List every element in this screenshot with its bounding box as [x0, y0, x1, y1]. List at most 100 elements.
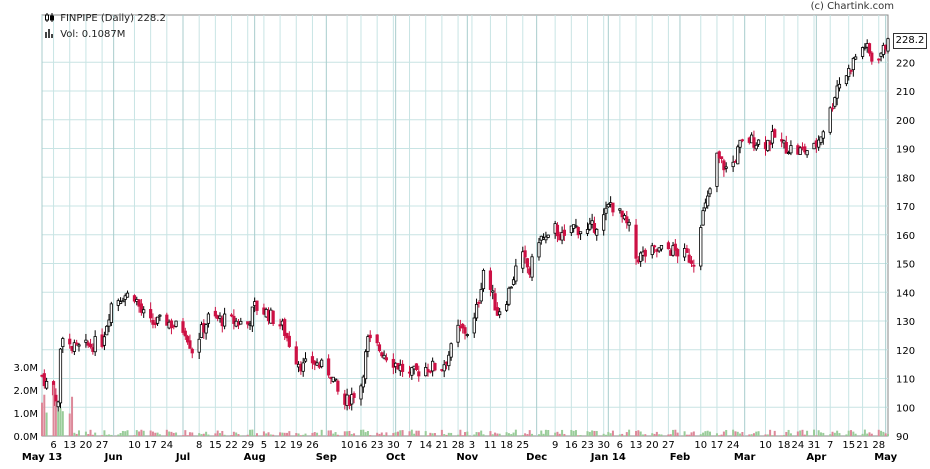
- candle-body: [784, 142, 788, 154]
- x-day-label: 27: [96, 440, 109, 451]
- x-day-label: 28: [452, 440, 465, 451]
- candle-body: [569, 225, 573, 234]
- volume-bar: [496, 433, 499, 436]
- x-day-label: 28: [872, 440, 885, 451]
- volume-bar: [854, 433, 857, 436]
- x-day-label: 3: [469, 440, 475, 451]
- candle-body: [327, 358, 331, 376]
- volume-bar: [542, 433, 545, 436]
- volume-bar: [149, 430, 152, 436]
- volume-bar: [440, 429, 443, 436]
- volume-bar: [752, 433, 755, 436]
- volume-bar: [750, 434, 753, 436]
- candle-body: [738, 139, 742, 148]
- x-day-label: 10: [128, 440, 141, 451]
- volume-bar: [249, 429, 252, 436]
- volume-bar: [272, 434, 275, 436]
- volume-bar: [769, 429, 772, 436]
- candle-body: [756, 139, 761, 145]
- volume-bar: [408, 431, 411, 436]
- x-day-label: 25: [516, 440, 529, 451]
- volume-tick-label: 1.0M: [13, 409, 38, 420]
- candle-body: [798, 147, 802, 156]
- volume-bar: [417, 430, 420, 436]
- volume-bar: [84, 431, 87, 436]
- legend-price-value: 228.2: [137, 13, 166, 24]
- volume-bar: [431, 433, 434, 436]
- candle-body: [61, 338, 65, 348]
- candle-body: [805, 150, 809, 156]
- volume-bar: [819, 432, 822, 436]
- volume-bar: [320, 429, 323, 436]
- candle-body: [491, 290, 495, 293]
- volume-bar: [494, 432, 497, 436]
- y-tick-label: 130: [896, 317, 915, 328]
- candle-body: [449, 343, 453, 358]
- volume-bar: [618, 434, 621, 436]
- volume-bar: [457, 434, 460, 436]
- volume-bar: [91, 434, 94, 436]
- volume-bar: [639, 431, 642, 436]
- volume-bar: [343, 431, 346, 436]
- volume-bar: [73, 432, 76, 436]
- volume-bar: [718, 435, 721, 436]
- candle-body: [782, 140, 786, 144]
- candle-body: [592, 223, 597, 233]
- volume-bar: [764, 434, 767, 436]
- candle-body: [854, 56, 858, 60]
- candle-body: [149, 309, 153, 319]
- volume-bar: [110, 434, 113, 436]
- candle-body: [109, 303, 113, 323]
- candle-body: [544, 236, 548, 241]
- candle-body: [514, 265, 518, 282]
- volume-bar: [789, 433, 792, 436]
- candle-body: [493, 293, 497, 311]
- volume-bar: [561, 429, 564, 436]
- volume-bar: [87, 434, 90, 436]
- candle-body: [578, 231, 583, 235]
- candle-body: [285, 333, 289, 339]
- candle-body: [123, 295, 127, 300]
- candle-body: [377, 344, 382, 352]
- candle-body: [479, 288, 483, 302]
- candle-body: [105, 325, 109, 336]
- volume-bar: [699, 434, 702, 436]
- volume-bar: [623, 435, 626, 436]
- volume-bar: [473, 434, 476, 436]
- volume-bar: [799, 430, 802, 436]
- volume-bar: [429, 432, 432, 436]
- candle-body: [456, 324, 460, 343]
- volume-bar: [544, 429, 547, 436]
- volume-bar: [702, 432, 705, 436]
- volume-bar: [464, 432, 466, 436]
- candle-body: [530, 256, 534, 278]
- volume-bar: [239, 435, 242, 436]
- volume-bar: [669, 434, 672, 436]
- x-day-label: 20: [80, 440, 93, 451]
- volume-bar: [547, 430, 550, 436]
- candle-body: [77, 344, 81, 347]
- volume-bar: [410, 429, 413, 436]
- candle-body: [562, 229, 566, 236]
- volume-bar: [207, 434, 210, 436]
- x-month-label: Mar: [734, 452, 756, 463]
- volume-bar: [295, 433, 298, 436]
- candle-body: [685, 248, 689, 253]
- y-tick-label: 150: [896, 260, 915, 271]
- volume-bar: [311, 432, 314, 436]
- volume-bar: [884, 433, 887, 436]
- x-day-label: 27: [662, 440, 675, 451]
- volume-bar: [641, 434, 644, 436]
- volume-bar: [579, 435, 582, 436]
- candle-body: [42, 373, 46, 387]
- candle-body: [250, 306, 254, 327]
- candle-body: [428, 370, 432, 373]
- candle-body: [881, 45, 885, 55]
- volume-bar: [415, 430, 418, 436]
- volume-bar: [688, 434, 691, 436]
- volume-bar: [43, 394, 46, 436]
- volume-bar: [283, 432, 286, 436]
- candle-body: [588, 223, 592, 230]
- volume-bar: [628, 429, 631, 436]
- volume-bars-icon: [45, 29, 53, 38]
